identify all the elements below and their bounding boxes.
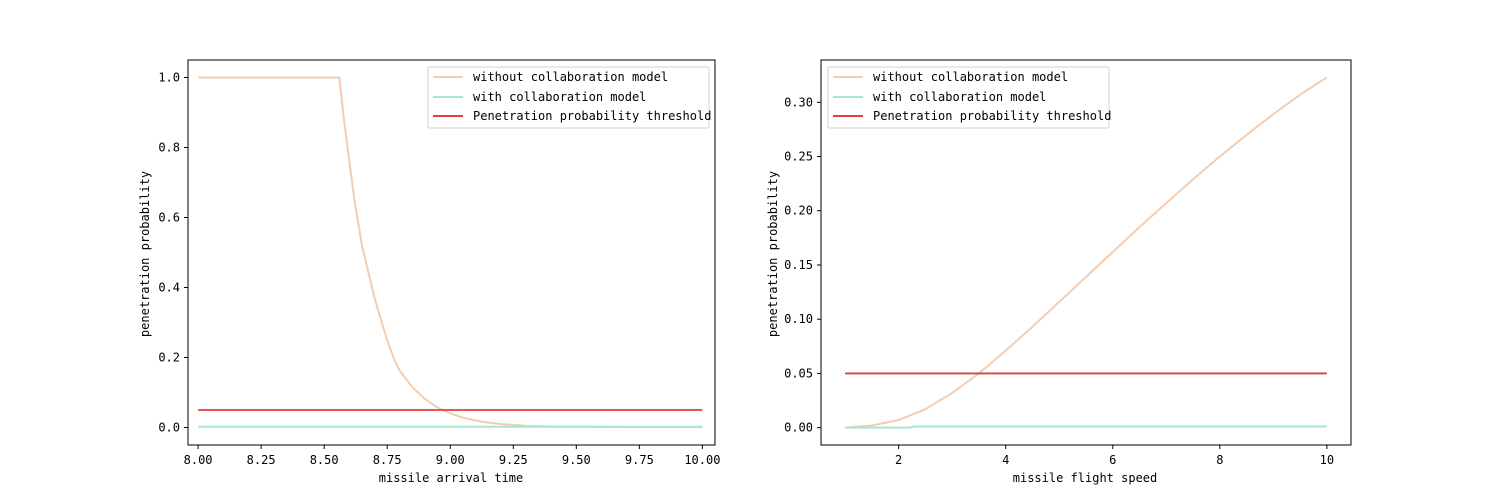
chart-left-ytick-label: 0.0 bbox=[158, 421, 180, 435]
chart-right-xtick-label: 6 bbox=[1109, 453, 1116, 467]
chart-right-line-without-collaboration bbox=[845, 76, 1328, 429]
chart-left-xtick-label: 8.25 bbox=[247, 453, 276, 467]
chart-right-xlabel: missile flight speed bbox=[1013, 471, 1158, 485]
chart-right-xtick-label: 10 bbox=[1320, 453, 1334, 467]
chart-left-xtick-label: 9.50 bbox=[562, 453, 591, 467]
chart-left-xtick-label: 10.00 bbox=[684, 453, 720, 467]
chart-left-legend-label-with: with collaboration model bbox=[473, 90, 646, 104]
chart-left-legend: without collaboration model with collabo… bbox=[427, 66, 711, 129]
chart-left-ylabel: penetration probability bbox=[138, 171, 152, 337]
chart-right-ytick-label: 0.05 bbox=[784, 366, 813, 380]
chart-left-xlabel: missile arrival time bbox=[379, 471, 524, 485]
chart-left-ytick-label: 0.6 bbox=[158, 211, 180, 225]
chart-right-axes-frame bbox=[820, 59, 1352, 446]
chart-right-ytick-label: 0.15 bbox=[784, 258, 813, 272]
chart-left-xtick-label: 9.75 bbox=[625, 453, 654, 467]
chart-left-ytick-label: 0.2 bbox=[158, 351, 180, 365]
chart-left-xtick-label: 8.50 bbox=[310, 453, 339, 467]
chart-right-legend: without collaboration model with collabo… bbox=[827, 66, 1111, 129]
chart-left-axes-frame bbox=[187, 59, 716, 446]
chart-left-line-without-collaboration bbox=[198, 76, 703, 429]
chart-right-xtick-label: 4 bbox=[1002, 453, 1009, 467]
chart-left-xtick-label: 9.00 bbox=[436, 453, 465, 467]
chart-right-legend-box bbox=[827, 66, 1110, 129]
chart-right-xtick-label: 8 bbox=[1216, 453, 1223, 467]
chart-left-ytick-label: 1.0 bbox=[158, 71, 180, 85]
chart-left-xtick-label: 8.75 bbox=[373, 453, 402, 467]
chart-right-ylabel: penetration probability bbox=[766, 171, 780, 337]
chart-right-legend-label-threshold: Penetration probability threshold bbox=[873, 109, 1111, 123]
chart-left-legend-box bbox=[427, 66, 710, 129]
chart-right-ytick-label: 0.25 bbox=[784, 150, 813, 164]
chart-right-ytick-label: 0.20 bbox=[784, 204, 813, 218]
chart-left-ytick-label: 0.4 bbox=[158, 281, 180, 295]
chart-right-ytick-label: 0.00 bbox=[784, 421, 813, 435]
chart-left-legend-label-threshold: Penetration probability threshold bbox=[473, 109, 711, 123]
chart-right-xtick-label: 2 bbox=[895, 453, 902, 467]
chart-left-xtick-label: 9.25 bbox=[499, 453, 528, 467]
chart-right: 2 4 6 8 10 0.00 0.05 0.10 0.15 0.20 0.25 0.30 missi… bbox=[766, 59, 1352, 485]
chart-left-legend-label-without: without collaboration model bbox=[473, 70, 668, 84]
chart-right-legend-label-with: with collaboration model bbox=[873, 90, 1046, 104]
chart-left-xtick-label: 8.00 bbox=[184, 453, 213, 467]
chart-right-line-with-collaboration bbox=[845, 425, 1327, 429]
chart-right-legend-label-without: without collaboration model bbox=[873, 70, 1068, 84]
chart-right-plot-area: 2 4 6 8 10 0.00 0.05 0.10 0.15 0.20 0.25 0.30 bbox=[784, 59, 1352, 467]
chart-left-plot-area: 8.00 8.25 8.50 8.75 9.00 9.25 9.50 9.75 10.00 0.0… bbox=[158, 59, 720, 467]
chart-left-ytick-label: 0.8 bbox=[158, 141, 180, 155]
chart-left: 8.00 8.25 8.50 8.75 9.00 9.25 9.50 9.75 10.00 0.0… bbox=[138, 59, 720, 485]
chart-right-ytick-label: 0.30 bbox=[784, 95, 813, 109]
chart-right-ytick-label: 0.10 bbox=[784, 312, 813, 326]
